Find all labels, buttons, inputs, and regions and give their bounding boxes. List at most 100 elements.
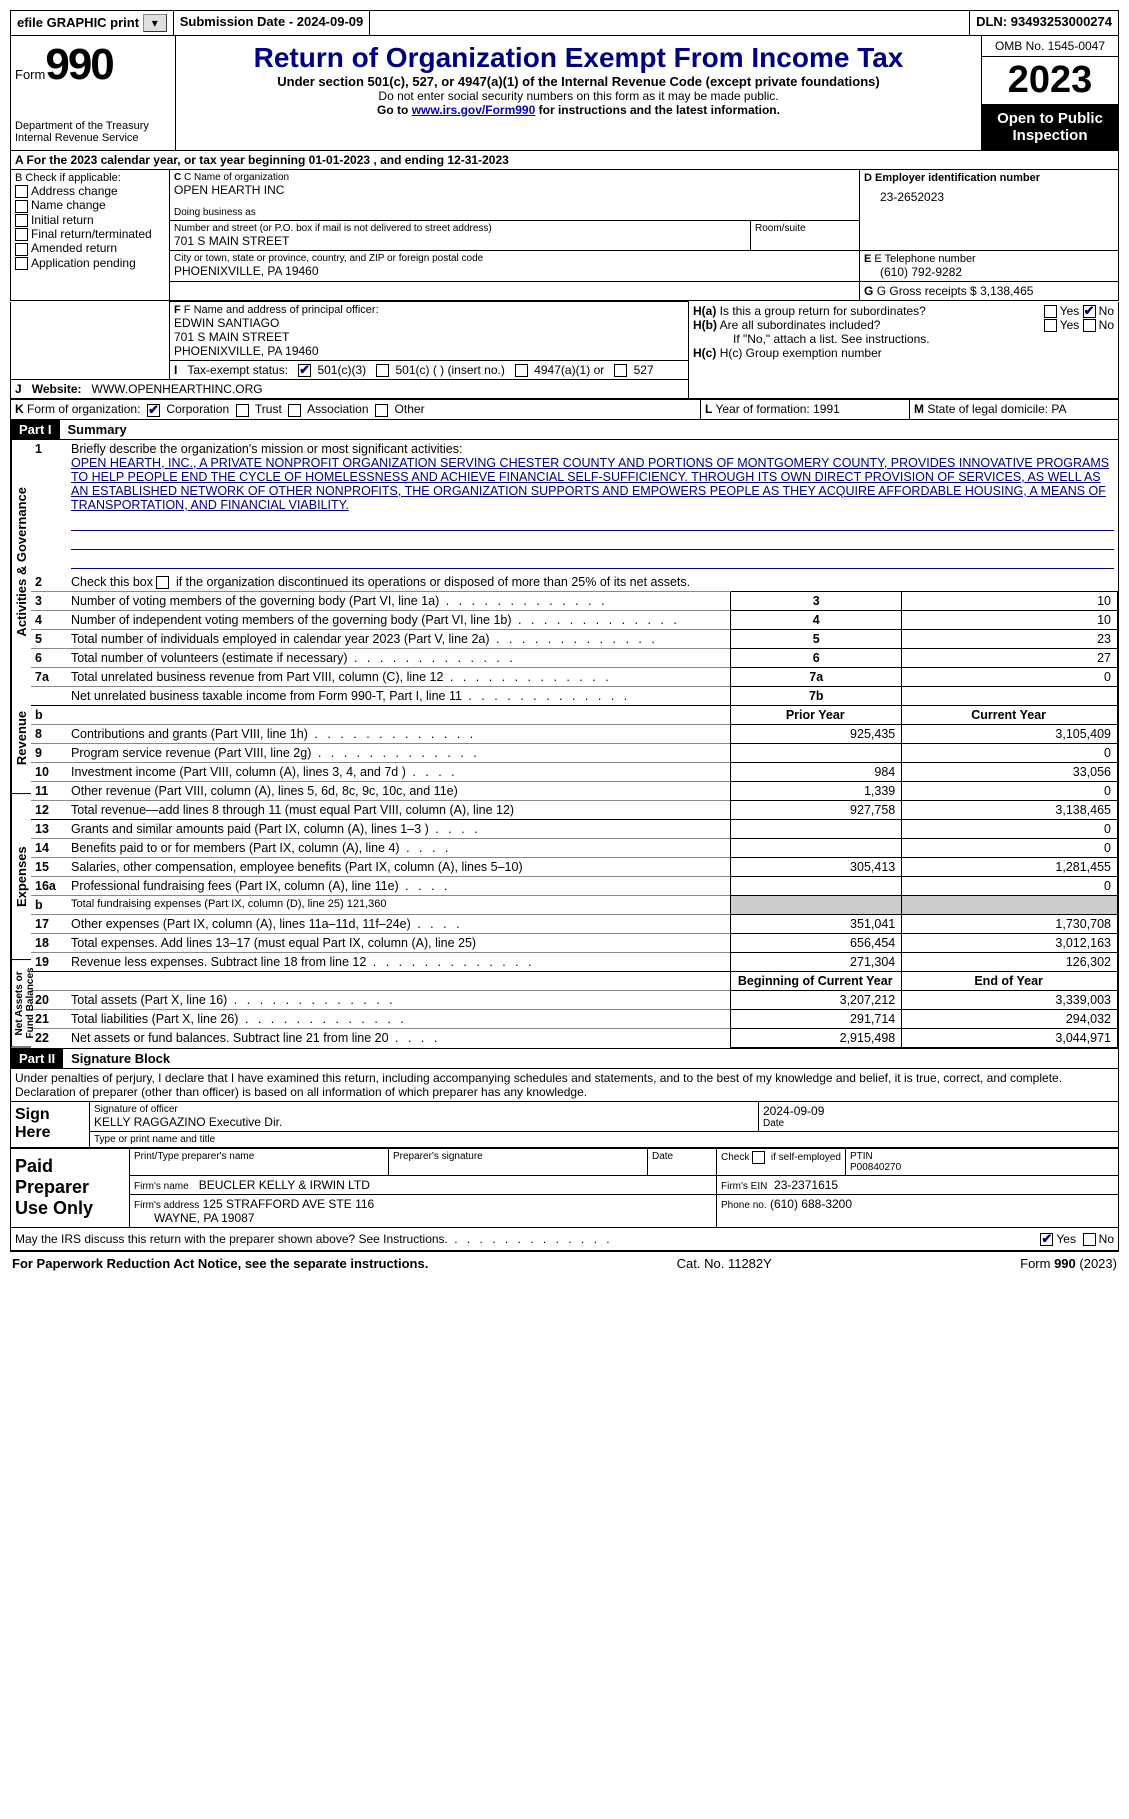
subtitle: Under section 501(c), 527, or 4947(a)(1)… (182, 74, 975, 89)
amended-checkbox[interactable] (15, 243, 28, 256)
address-change-checkbox[interactable] (15, 185, 28, 198)
vert-expenses: Expenses (11, 794, 31, 960)
room-label: Room/suite (751, 221, 860, 251)
self-emp-checkbox[interactable] (752, 1151, 765, 1164)
exp-line-16a: 16aProfessional fundraising fees (Part I… (31, 876, 1118, 895)
part1-title: Summary (60, 422, 127, 437)
corp-checkbox[interactable] (147, 404, 160, 417)
top-bar: efile GRAPHIC print ▾ Submission Date - … (10, 10, 1119, 36)
vert-governance: Activities & Governance (11, 440, 31, 684)
gov-line-5: 5Total number of individuals employed in… (31, 629, 1118, 648)
discuss-no-checkbox[interactable] (1083, 1233, 1096, 1246)
exp-line-14: 14Benefits paid to or for members (Part … (31, 838, 1118, 857)
dba-label: Doing business as (174, 207, 855, 218)
main-title: Return of Organization Exempt From Incom… (182, 42, 975, 74)
mission-text: OPEN HEARTH, INC., A PRIVATE NONPROFIT O… (71, 456, 1109, 512)
preparer-table: Paid Preparer Use Only Print/Type prepar… (10, 1148, 1119, 1228)
print-dropdown[interactable]: ▾ (143, 14, 167, 32)
rev-line-11: 11Other revenue (Part VIII, column (A), … (31, 781, 1118, 800)
4947-checkbox[interactable] (515, 364, 528, 377)
discontinued-checkbox[interactable] (156, 576, 169, 589)
part2-header-row: Part II Signature Block (10, 1049, 1119, 1069)
vert-net: Net Assets or Fund Balances (11, 960, 31, 1048)
prep-date-label: Date (648, 1148, 717, 1175)
rev-line-9: 9Program service revenue (Part VIII, lin… (31, 743, 1118, 762)
exp-line-15: 15Salaries, other compensation, employee… (31, 857, 1118, 876)
officer-status-table: F F Name and address of principal office… (10, 301, 1119, 399)
ha-no-checkbox[interactable] (1083, 305, 1096, 318)
mission-label: Briefly describe the organization's miss… (71, 442, 462, 456)
dln: DLN: 93493253000274 (970, 11, 1118, 35)
firm-name-row: Firm's name BEUCLER KELLY & IRWIN LTD (130, 1175, 717, 1194)
pending-checkbox[interactable] (15, 257, 28, 270)
line2: Check this box if the organization disco… (67, 573, 1118, 592)
trust-checkbox[interactable] (236, 404, 249, 417)
part1-body: Activities & Governance Revenue Expenses… (10, 440, 1119, 1049)
org-name-label: C C Name of organization (174, 172, 855, 183)
discuss-row: May the IRS discuss this return with the… (10, 1228, 1119, 1251)
501c-checkbox[interactable] (376, 364, 389, 377)
city-value: PHOENIXVILLE, PA 19460 (174, 264, 855, 278)
state-domicile: M State of legal domicile: PA (910, 400, 1119, 419)
final-return-checkbox[interactable] (15, 228, 28, 241)
officer-name: EDWIN SANTIAGO (174, 316, 684, 330)
hb-no-checkbox[interactable] (1083, 319, 1096, 332)
501c3-checkbox[interactable] (298, 364, 311, 377)
omb-number: OMB No. 1545-0047 (982, 36, 1118, 57)
hb-note: If "No," attach a list. See instructions… (693, 332, 1114, 346)
exp-line-13: 13Grants and similar amounts paid (Part … (31, 819, 1118, 838)
end-year-header: End of Year (902, 971, 1118, 990)
group-exemption: H(c) H(c) Group exemption number (693, 346, 1114, 360)
officer-label: F F Name and address of principal office… (174, 304, 684, 316)
ssn-note: Do not enter social security numbers on … (182, 89, 975, 103)
part2-title: Signature Block (63, 1051, 170, 1066)
form-number: 990 (45, 40, 112, 89)
type-name-label: Type or print name and title (90, 1131, 1119, 1147)
paid-preparer-label: Paid Preparer Use Only (11, 1148, 130, 1227)
phone-label: E E Telephone number (864, 253, 1114, 265)
discuss-yes-checkbox[interactable] (1040, 1233, 1053, 1246)
other-checkbox[interactable] (375, 404, 388, 417)
exp-line-16b: bTotal fundraising expenses (Part IX, co… (31, 895, 1118, 914)
net-line-21: 21Total liabilities (Part X, line 26)291… (31, 1009, 1118, 1028)
ha-yes-checkbox[interactable] (1044, 305, 1057, 318)
officer-city: PHOENIXVILLE, PA 19460 (174, 344, 684, 358)
vert-revenue: Revenue (11, 683, 31, 794)
prep-sig-label: Preparer's signature (389, 1148, 648, 1175)
org-name: OPEN HEARTH INC (174, 183, 855, 197)
assoc-checkbox[interactable] (288, 404, 301, 417)
klm-table: K Form of organization: Corporation Trus… (10, 399, 1119, 419)
527-checkbox[interactable] (614, 364, 627, 377)
officer-street: 701 S MAIN STREET (174, 330, 684, 344)
part1-header: Part I (11, 420, 60, 439)
gov-line-6: 6Total number of volunteers (estimate if… (31, 648, 1118, 667)
city-label: City or town, state or province, country… (174, 253, 855, 264)
ein-label: D Employer identification number (864, 172, 1114, 184)
prior-year-header: Prior Year (731, 705, 902, 724)
initial-return-checkbox[interactable] (15, 214, 28, 227)
form-header: Form990 Department of the Treasury Inter… (10, 36, 1119, 151)
form-ref: Form 990 (2023) (1020, 1256, 1117, 1271)
ptin-cell: PTINP00840270 (846, 1148, 1119, 1175)
ein-value: 23-2652023 (864, 184, 1114, 204)
current-year-header: Current Year (902, 705, 1118, 724)
declaration: Under penalties of perjury, I declare th… (10, 1069, 1119, 1101)
subordinates-row: H(b) Are all subordinates included? Yes … (693, 318, 1114, 332)
hb-yes-checkbox[interactable] (1044, 319, 1057, 332)
sig-officer-label: Signature of officer (94, 1104, 754, 1115)
exp-line-18: 18Total expenses. Add lines 13–17 (must … (31, 933, 1118, 952)
net-line-22: 22Net assets or fund balances. Subtract … (31, 1028, 1118, 1047)
officer-sig-name: KELLY RAGGAZINO Executive Dir. (94, 1115, 754, 1129)
name-change-checkbox[interactable] (15, 200, 28, 213)
firm-addr-row: Firm's address 125 STRAFFORD AVE STE 116… (130, 1194, 717, 1227)
part1-header-row: Part I Summary (10, 420, 1119, 440)
paperwork-notice: For Paperwork Reduction Act Notice, see … (12, 1256, 428, 1271)
gov-line-7b: Net unrelated business taxable income fr… (31, 686, 1118, 705)
firm-ein-row: Firm's EIN 23-2371615 (717, 1175, 1119, 1194)
exp-line-17: 17Other expenses (Part IX, column (A), l… (31, 914, 1118, 933)
gross-receipts: G G Gross receipts $ 3,138,465 (860, 282, 1119, 301)
gov-line-3: 3Number of voting members of the governi… (31, 591, 1118, 610)
begin-year-header: Beginning of Current Year (731, 971, 902, 990)
summary-table: 1 Briefly describe the organization's mi… (31, 440, 1118, 1048)
section-b-label: B Check if applicable: (15, 172, 165, 184)
